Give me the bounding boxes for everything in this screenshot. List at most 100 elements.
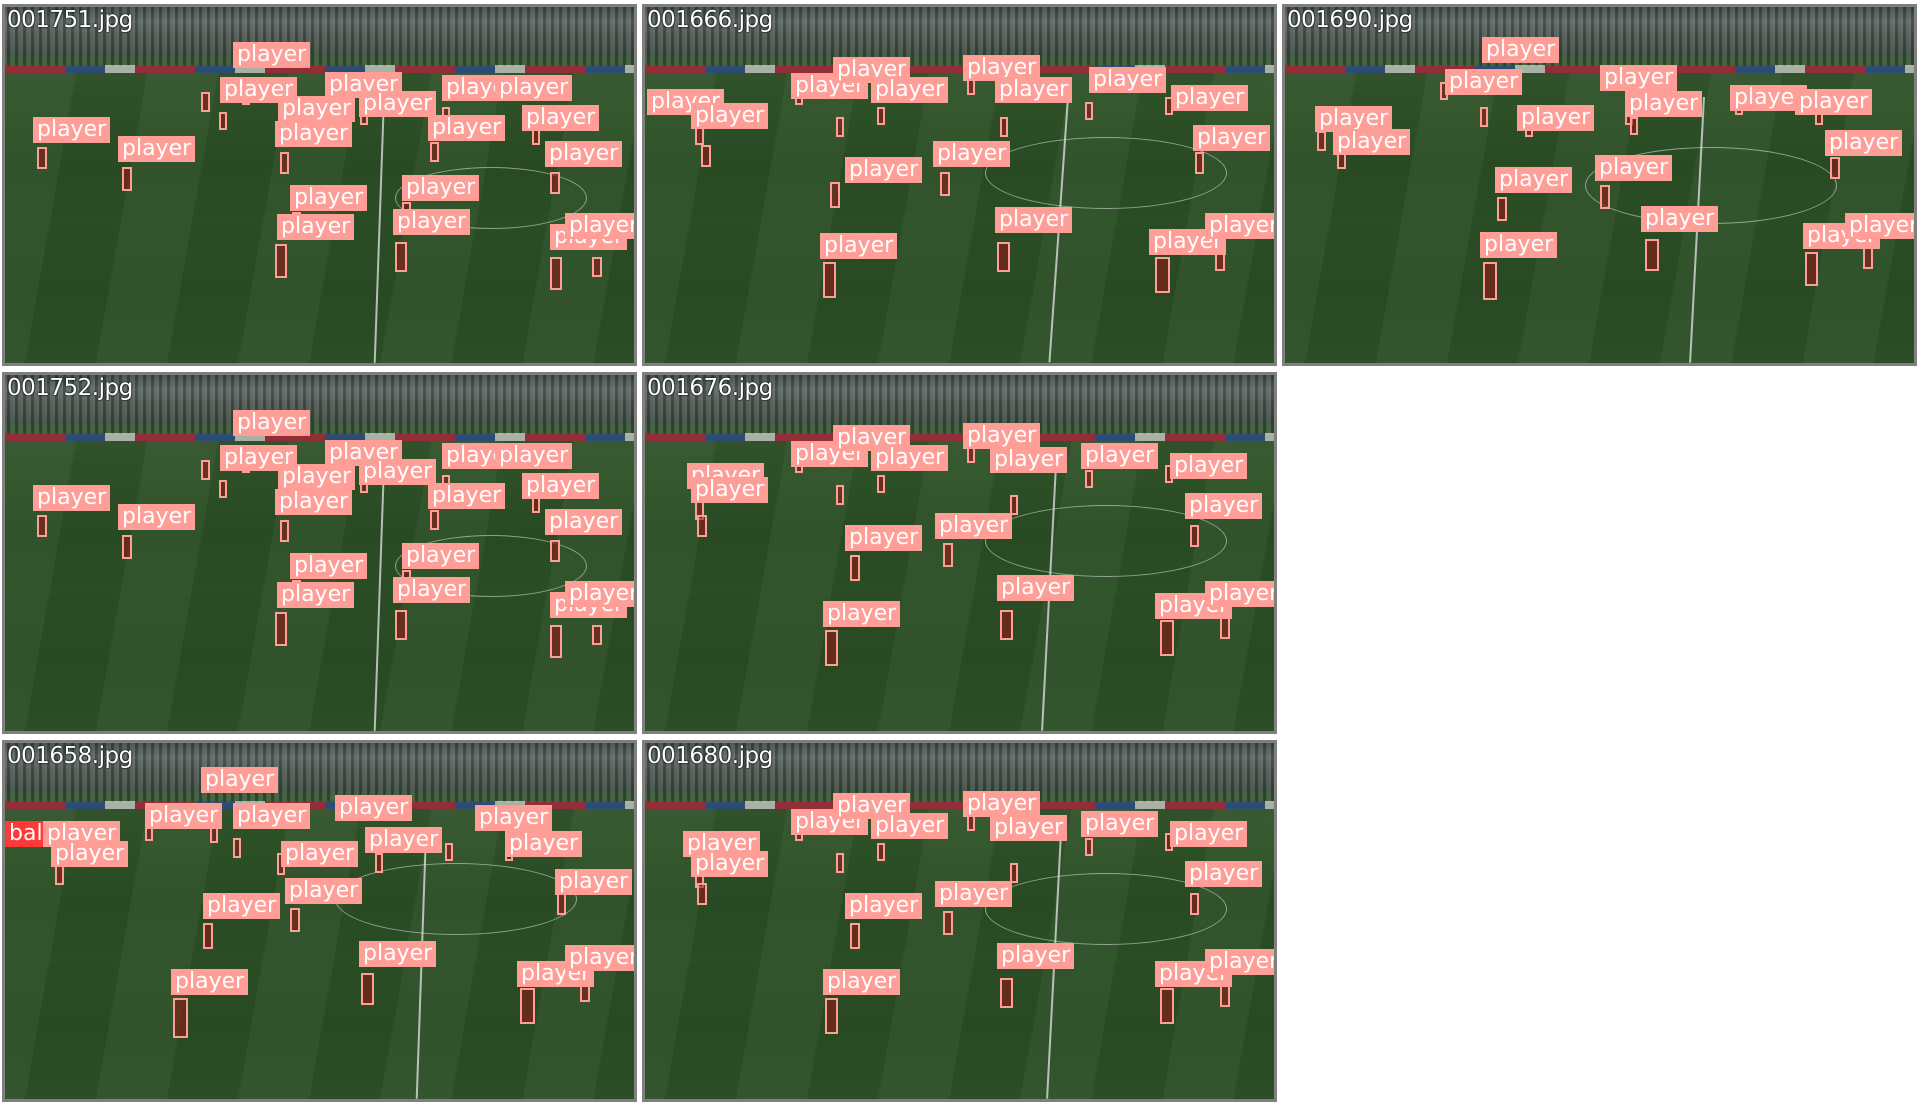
player-class-label: player [820,233,898,259]
player-class-label: player [1193,125,1271,151]
image-tile: 001752.jpg player player player player player… [2,372,637,734]
player-bounding-box [550,625,562,658]
player-class-label: player [359,91,437,117]
player-class-label: player [33,117,111,143]
player-class-label: player [402,543,480,569]
player-class-label: player [233,410,311,436]
player-class-label: player [1482,37,1560,63]
player-bounding-box [836,853,844,873]
player-bounding-box [37,147,47,169]
file-name-label: 001676.jpg [647,375,773,401]
player-bounding-box [1317,131,1326,151]
player-class-label: player [1825,130,1903,156]
player-class-label: player [290,185,368,211]
player-bounding-box [836,485,844,505]
player-class-label: player [495,443,573,469]
player-class-label: player [565,581,634,607]
player-class-label: player [1333,129,1411,155]
player-bounding-box [943,543,953,567]
player-class-label: player [1495,167,1573,193]
image-tile: 001690.jpg player player player player player… [1282,4,1917,366]
player-bounding-box [1863,247,1873,269]
player-class-label: player [1205,949,1274,975]
player-class-label: player [1205,213,1274,239]
player-bounding-box [550,540,560,562]
player-class-label: player [565,945,634,971]
player-class-label: player [428,115,506,141]
player-bounding-box [825,998,838,1034]
player-class-label: player [1600,65,1678,91]
player-class-label: player [475,805,553,831]
player-bounding-box [520,988,535,1024]
player-class-label: player [565,213,634,239]
player-bounding-box [557,893,566,915]
player-bounding-box [1085,102,1093,120]
player-bounding-box [37,515,47,537]
file-name-label: 001658.jpg [7,743,133,769]
player-bounding-box [1190,525,1199,547]
player-bounding-box [122,167,132,191]
player-class-label: player [1170,453,1248,479]
player-bounding-box [1600,185,1610,209]
player-class-label: player [277,214,355,240]
center-circle [395,167,587,229]
player-class-label: player [118,136,196,162]
player-class-label: player [935,513,1013,539]
player-bounding-box [203,923,213,949]
player-class-label: player [1595,155,1673,181]
player-class-label: player [201,767,279,793]
player-class-label: player [359,459,437,485]
player-class-label: player [220,445,298,471]
player-bounding-box [697,515,707,537]
player-bounding-box [173,998,188,1038]
player-bounding-box [445,843,453,861]
player-class-label: player [278,96,356,122]
player-bounding-box [1000,610,1013,640]
player-class-label: player [1795,89,1873,115]
player-bounding-box [1483,262,1497,300]
player-bounding-box [361,973,374,1005]
player-bounding-box [1497,197,1507,221]
player-bounding-box [877,107,885,125]
player-class-label: player [833,793,911,819]
player-bounding-box [592,257,602,277]
player-bounding-box [395,610,407,640]
player-class-label: player [522,473,600,499]
player-bounding-box [219,480,227,498]
player-bounding-box [850,923,860,949]
player-bounding-box [1160,620,1174,656]
player-class-label: player [118,504,196,530]
player-class-label: player [995,77,1073,103]
player-class-label: player [171,969,249,995]
player-class-label: player [1641,206,1719,232]
player-class-label: player [1625,91,1703,117]
player-class-label: player [393,209,471,235]
file-name-label: 001752.jpg [7,375,133,401]
player-class-label: player [522,105,600,131]
player-class-label: player [145,803,223,829]
center-circle [985,137,1227,209]
player-bounding-box [375,853,383,873]
player-class-label: player [995,207,1073,233]
player-class-label: player [963,791,1041,817]
player-class-label: player [1445,69,1523,95]
player-class-label: player [871,813,949,839]
player-class-label: player [990,447,1068,473]
file-name-label: 001666.jpg [647,7,773,33]
player-bounding-box [1645,239,1659,271]
player-class-label: player [555,869,633,895]
player-bounding-box [550,257,562,290]
player-class-label: player [290,553,368,579]
file-name-label: 001690.jpg [1287,7,1413,33]
image-tile: 001751.jpg player player player player player… [2,4,637,366]
player-class-label: player [275,121,353,147]
player-bounding-box [219,112,227,130]
player-bounding-box [395,242,407,272]
player-class-label: player [845,525,923,551]
player-class-label: player [997,943,1075,969]
image-tile: 001676.jpg player player player player player… [642,372,1277,734]
player-bounding-box [697,883,707,905]
player-bounding-box [830,182,840,208]
center-circle [395,535,587,597]
player-bounding-box [1480,107,1488,127]
